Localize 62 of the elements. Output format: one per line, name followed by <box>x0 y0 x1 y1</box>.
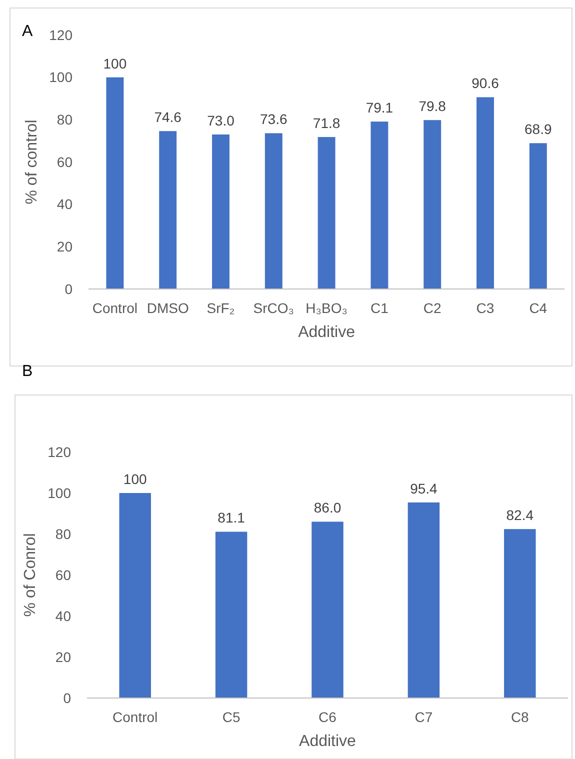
x-tick-label: C1 <box>370 300 389 316</box>
bar <box>119 493 151 698</box>
data-label: 100 <box>103 55 127 72</box>
bar <box>370 122 388 289</box>
y-tick-label: 100 <box>49 69 73 86</box>
y-tick-label: 60 <box>55 566 72 583</box>
data-label: 74.6 <box>154 109 182 126</box>
y-tick-label: 40 <box>55 608 72 624</box>
x-tick-label: SrF₂ <box>206 300 235 316</box>
x-tick-label: C8 <box>510 709 530 725</box>
bar <box>408 502 440 698</box>
chart-title: A <box>22 23 33 40</box>
x-tick-label: C5 <box>222 709 240 725</box>
x-tick-label: C7 <box>414 709 433 725</box>
data-label: 100 <box>123 471 147 487</box>
y-tick-label: 120 <box>48 444 72 460</box>
x-tick-label: SrCO₃ <box>253 300 294 316</box>
bar <box>504 529 536 698</box>
bar <box>212 134 230 289</box>
bar <box>264 133 282 289</box>
y-tick-label: 40 <box>56 196 73 212</box>
bar <box>312 522 344 698</box>
y-tick-label: 0 <box>64 280 73 297</box>
x-tick-label: H₃BO₃ <box>306 300 348 316</box>
x-tick-label: DMSO <box>146 300 189 316</box>
x-axis-title: Additive <box>299 733 356 750</box>
x-tick-label: C6 <box>318 709 337 725</box>
x-tick-label: C4 <box>529 300 548 316</box>
y-axis-title: % of Conrol <box>22 533 39 617</box>
y-tick-label: 60 <box>56 154 73 170</box>
data-label: 73.6 <box>260 111 288 128</box>
y-tick-label: 20 <box>56 238 73 255</box>
data-label: 71.8 <box>312 115 340 132</box>
y-tick-label: 20 <box>55 648 72 665</box>
y-tick-label: 100 <box>48 484 72 501</box>
x-tick-label: C2 <box>423 300 442 316</box>
data-label: 73.0 <box>207 112 235 128</box>
bar <box>529 143 547 289</box>
x-axis-title: Additive <box>298 324 356 341</box>
y-tick-label: 120 <box>49 26 73 43</box>
y-tick-label: 80 <box>56 112 73 128</box>
data-label: 81.1 <box>218 510 246 526</box>
bar <box>476 97 494 289</box>
chart-title: B <box>22 363 33 380</box>
data-label: 79.1 <box>366 100 394 116</box>
data-label: 95.4 <box>410 480 438 496</box>
bar <box>215 532 248 698</box>
x-tick-label: C3 <box>476 300 494 316</box>
data-label: 68.9 <box>524 121 552 138</box>
x-tick-label: Control <box>92 300 138 316</box>
data-label: 90.6 <box>472 75 500 92</box>
bar <box>424 120 442 289</box>
data-label: 86.0 <box>314 500 342 516</box>
x-tick-label: Control <box>112 709 158 725</box>
bar <box>106 77 124 289</box>
data-label: 82.4 <box>506 507 534 524</box>
y-tick-label: 80 <box>55 526 72 542</box>
y-tick-label: 0 <box>63 690 72 706</box>
data-label: 79.8 <box>418 98 446 114</box>
y-axis-title: % of control <box>24 120 40 204</box>
bar <box>318 137 336 289</box>
bar <box>159 131 177 289</box>
